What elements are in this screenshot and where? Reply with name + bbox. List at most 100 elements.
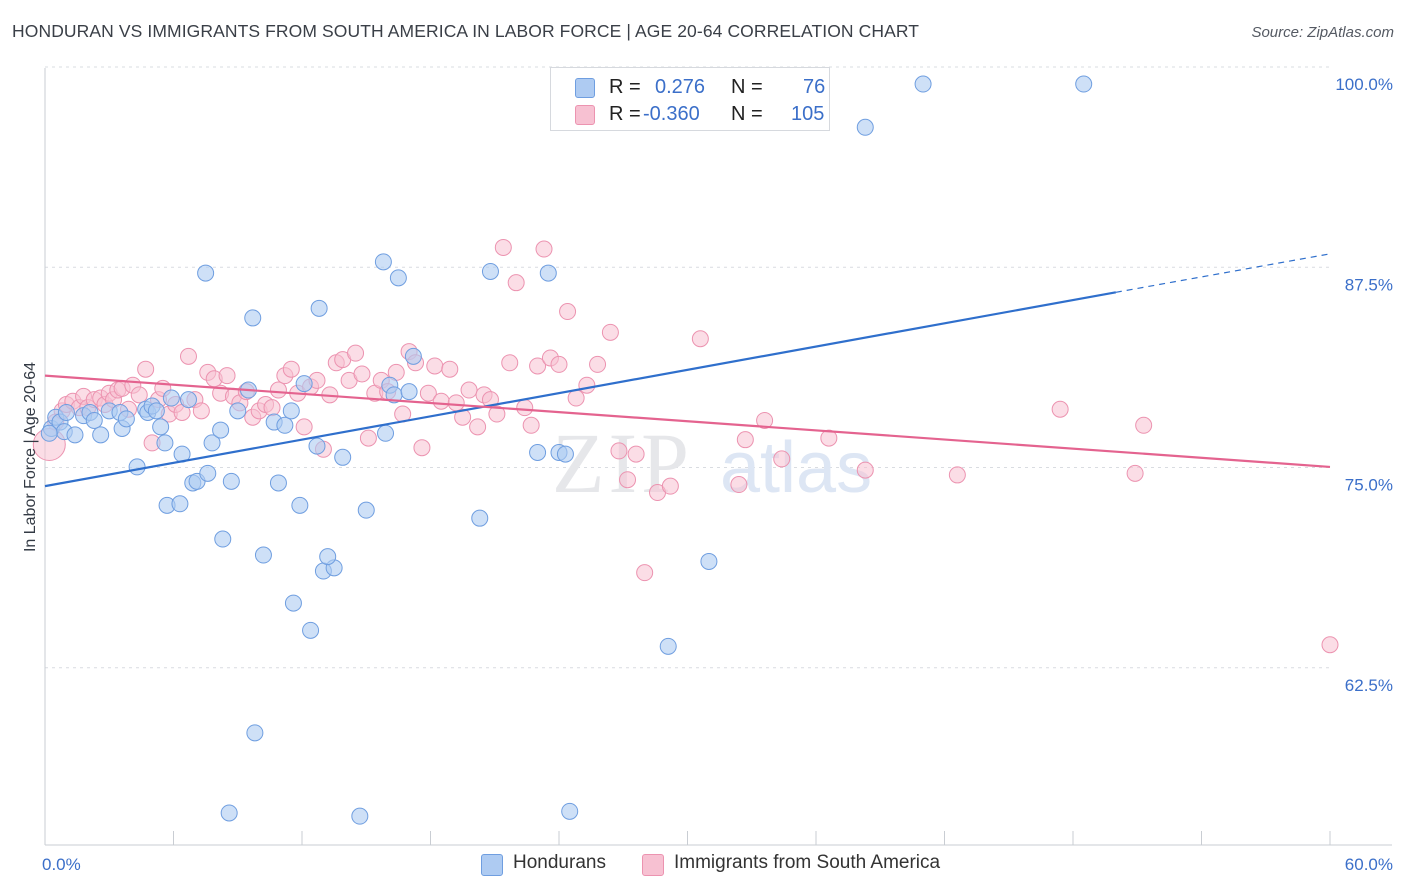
immigrants-trend-line [44,374,1331,469]
immigrants-point [501,354,519,372]
immigrants-point [567,389,585,407]
hondurans-point [481,262,499,280]
hondurans-point [308,437,326,455]
hondurans-point [128,458,146,476]
legend-r-label: R = [609,103,641,125]
hondurans-point [269,474,287,492]
immigrants-point [426,357,444,375]
immigrants-point [1135,416,1153,434]
hondurans-point [561,802,579,820]
immigrants-point [559,303,577,321]
hondurans-point [295,375,313,393]
hondurans-point [57,403,75,421]
hondurans-trend-extension [1115,253,1331,293]
immigrants-point [550,355,568,373]
immigrants-point [691,330,709,348]
hondurans-point [171,495,189,513]
immigrants-point [610,442,628,460]
immigrants-point [469,418,487,436]
immigrants-point [192,402,210,420]
hondurans-point [203,434,221,452]
legend-swatch-hondurans [575,78,595,98]
hondurans-point [377,424,395,442]
legend-n-value-hondurans: 76 [803,76,826,98]
hondurans-point [254,546,272,564]
immigrants-point [413,439,431,457]
y-tick-label-1: 87.5% [1345,275,1393,294]
immigrants-point [460,381,478,399]
bottom-legend-swatch-immigrants [642,854,664,876]
chart-title: HONDURAN VS IMMIGRANTS FROM SOUTH AMERIC… [12,21,920,41]
bottom-legend-label-immigrants: Immigrants from South America [674,852,941,873]
hondurans-point [334,448,352,466]
correlation-legend: R = 0.276 N = 76 R = -0.360 N = 105 [550,67,830,131]
tick-labels: 100.0% 87.5% 75.0% 62.5% 0.0% 60.0% [42,75,1393,874]
immigrants-point [756,411,774,429]
hondurans-point [282,402,300,420]
hondurans-point [197,264,215,282]
legend-n-value-immigrants: 105 [791,103,825,125]
hondurans-point [400,383,418,401]
hondurans-point [212,421,230,439]
hondurans-point [389,269,407,287]
immigrants-point [627,445,645,463]
hondurans-points [40,75,1093,825]
immigrants-point [494,238,512,256]
immigrants-point [441,360,459,378]
y-tick-label-3: 62.5% [1345,676,1393,695]
hondurans-point [351,807,369,825]
hondurans-point [284,594,302,612]
immigrants-point [535,240,553,258]
immigrants-point [736,431,754,449]
hondurans-point [471,509,489,527]
x-tick-label-1: 60.0% [1345,855,1393,874]
grid-lines [45,66,1330,669]
immigrants-point [589,355,607,373]
hondurans-point [147,402,165,420]
hondurans-point [66,426,84,444]
hondurans-point [404,347,422,365]
immigrants-point [432,392,450,410]
hondurans-point [310,299,328,317]
immigrants-point [179,347,197,365]
hondurans-point [229,402,247,420]
immigrants-point [578,376,596,394]
hondurans-point [244,309,262,327]
bottom-legend-swatch-hondurans [481,854,503,876]
hondurans-point [539,264,557,282]
immigrants-point [948,466,966,484]
immigrants-point [529,357,547,375]
immigrants-point [454,408,472,426]
hondurans-point [914,75,932,93]
immigrants-point [636,564,654,582]
hondurans-point [152,418,170,436]
legend-n-label: N = [731,76,763,98]
immigrants-point [295,418,313,436]
legend-n-label: N = [731,103,763,125]
hondurans-point [162,389,180,407]
immigrants-point [1321,636,1339,654]
watermark: ZIP atlas [552,415,872,511]
legend-r-label: R = [609,76,641,98]
hondurans-point [357,501,375,519]
immigrants-point [218,367,236,385]
immigrants-point [1051,400,1069,418]
hondurans-point [529,444,547,461]
immigrants-point [516,399,534,417]
legend-r-value-hondurans: 0.276 [655,76,706,98]
immigrants-point [353,365,371,383]
immigrants-point [347,344,365,362]
hondurans-trend-line [44,291,1117,488]
hondurans-point [700,552,718,570]
hondurans-point [117,410,135,428]
immigrants-point [619,471,637,489]
hondurans-point [199,464,217,482]
immigrants-point [447,394,465,412]
hondurans-point [222,472,240,490]
immigrants-point [488,405,506,423]
trend-lines [44,253,1331,488]
y-tick-label-0: 100.0% [1335,75,1393,94]
x-tick-label-0: 0.0% [42,855,81,874]
immigrants-point [137,360,155,378]
